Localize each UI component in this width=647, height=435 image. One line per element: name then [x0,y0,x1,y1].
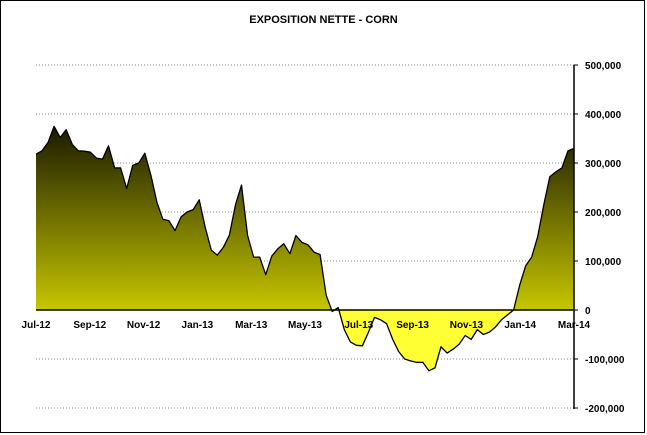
positive-area [36,126,574,310]
y-axis: -200,000 -100,000 0 100,000 200,000 300,000 40… [574,61,625,415]
series-line [35,125,575,372]
y-tick-label: -100,000 [585,355,625,366]
x-tick-label: Jul-12 [22,320,51,331]
y-tick-label: 300,000 [585,159,622,170]
x-tick-label: May-13 [288,320,322,331]
x-tick-label: Jan-13 [182,320,214,331]
negative-area [36,310,574,371]
x-tick-label: Nov-13 [450,320,484,331]
y-tick-label: -200,000 [585,404,625,415]
y-tick-label: 500,000 [585,61,622,72]
x-tick-label: Sep-13 [396,320,429,331]
x-tick-label: Nov-12 [127,320,161,331]
x-tick-label: Mar-13 [235,320,268,331]
x-tick-label: Mar-14 [558,320,591,331]
y-tick-label: 0 [585,306,591,317]
y-tick-label: 400,000 [585,110,622,121]
x-tick-label: Jul-13 [344,320,373,331]
chart-title: EXPOSITION NETTE - CORN [249,14,398,26]
x-tick-label: Sep-12 [73,320,106,331]
x-tick-label: Jan-14 [504,320,536,331]
x-axis: Jul-12 Sep-12 Nov-12 Jan-13 Mar-13 May-13 Jul-… [22,320,591,331]
y-tick-label: 200,000 [585,208,622,219]
y-tick-label: 100,000 [585,257,622,268]
